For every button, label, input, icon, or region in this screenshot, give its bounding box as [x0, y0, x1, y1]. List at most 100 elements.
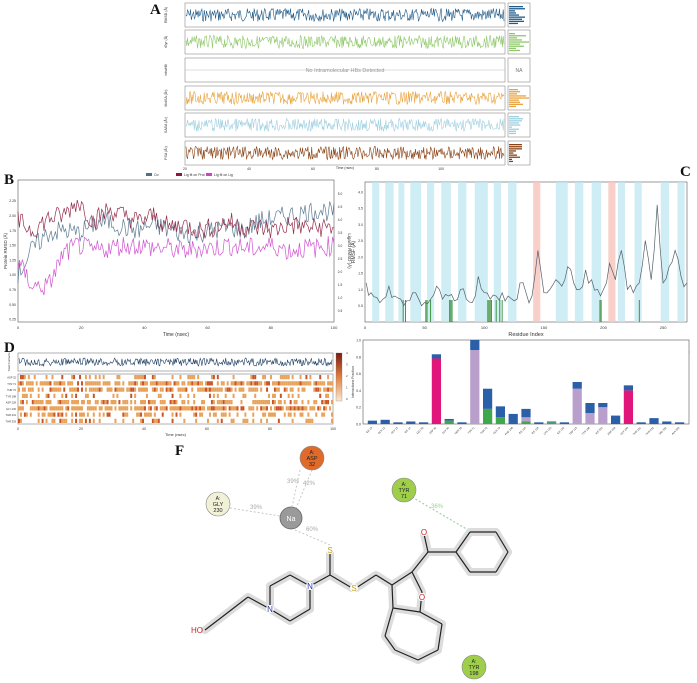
a-histogram-frame	[507, 57, 531, 83]
f-bond	[495, 531, 509, 553]
d-x-tick-label: 60	[205, 427, 209, 431]
d-contact-cell	[323, 406, 326, 411]
d-contact-cell	[210, 381, 213, 386]
d-contact-cell	[238, 381, 241, 386]
d-contact-cell	[61, 418, 64, 423]
d-contact-cell	[313, 400, 316, 405]
e-x-tick-label: ASP 228	[606, 425, 616, 435]
d-contact-cell	[124, 400, 127, 405]
d-colorbar-tick: 2	[346, 374, 348, 378]
d-contact-cell	[122, 418, 125, 423]
d-contact-cell	[212, 393, 215, 398]
e-x-tick-label: GLN 12	[377, 425, 387, 435]
f-na-label: Na	[287, 516, 296, 523]
d-contact-cell	[73, 375, 76, 380]
d-contact-cell	[55, 406, 58, 411]
d-contact-cell	[69, 381, 72, 386]
d-contact-cell	[252, 406, 255, 411]
d-contact-cell	[134, 387, 137, 392]
panel-label-b: B	[4, 172, 15, 188]
d-contact-cell	[319, 375, 322, 380]
d-contact-cell	[122, 412, 125, 417]
d-contact-cell	[283, 375, 286, 380]
d-contact-cell	[37, 400, 40, 405]
a-histogram-bar	[509, 20, 524, 22]
d-contact-cell	[270, 375, 272, 380]
d-contact-cell	[116, 375, 119, 380]
d-contact-cell	[273, 387, 276, 392]
d-contact-cell	[212, 375, 215, 380]
d-contact-cell	[102, 412, 105, 417]
d-contact-cell	[122, 387, 125, 392]
d-contact-cell	[19, 412, 22, 417]
d-contact-cell	[81, 418, 83, 423]
d-contact-cell	[331, 387, 333, 392]
d-contact-cell	[153, 412, 156, 417]
e-y-tick-label: 0.0	[356, 423, 361, 427]
d-contact-cell	[138, 387, 141, 392]
d-contact-cell	[214, 406, 217, 411]
d-contact-cell	[271, 393, 274, 398]
d-contact-cell	[153, 418, 156, 423]
d-contact-cell	[232, 393, 235, 398]
d-contact-cell	[23, 387, 26, 392]
d-contact-cell	[159, 393, 162, 398]
d-contact-cell	[53, 381, 56, 386]
e-x-tick-label: TYR 71	[466, 425, 475, 434]
d-contact-cell	[45, 393, 48, 398]
e-bar-segment	[444, 420, 454, 424]
d-contact-cell	[220, 406, 223, 411]
b-y-right-tick: 0.5	[338, 309, 343, 313]
d-contact-cell	[260, 418, 263, 423]
d-contact-cell	[142, 418, 144, 423]
d-contact-cell	[98, 412, 101, 417]
d-contact-cell	[273, 412, 276, 417]
d-contact-cell	[277, 406, 280, 411]
f-atom-s-top-bg	[326, 546, 334, 554]
d-contact-cell	[321, 381, 324, 386]
d-contact-cell	[236, 406, 239, 411]
d-contact-cell	[31, 387, 34, 392]
d-contact-cell	[161, 406, 164, 411]
a-histogram-bar	[509, 91, 520, 93]
e-x-tick-label: VAL 332	[658, 425, 668, 435]
d-contact-cell	[323, 387, 326, 392]
d-contact-cell	[216, 387, 219, 392]
d-contact-cell	[181, 381, 184, 386]
d-contact-cell	[214, 387, 217, 392]
c-y-tick-label: 1.0	[358, 288, 363, 292]
d-residue-label: ASP 32	[7, 376, 16, 380]
d-contact-cell	[100, 406, 103, 411]
f-residue-circle	[299, 445, 325, 471]
d-contact-cell	[106, 381, 109, 386]
panel-label-f: F	[175, 443, 185, 459]
d-contact-cell	[71, 400, 74, 405]
d-contact-cell	[187, 406, 190, 411]
a-histogram-bar	[509, 116, 519, 118]
a-histogram-bar	[509, 105, 516, 108]
d-contact-cell	[104, 406, 107, 411]
e-bar-segment	[649, 418, 659, 424]
a-histogram-bar	[509, 43, 520, 45]
a-histogram-bar	[509, 97, 529, 99]
d-contact-cell	[228, 387, 231, 392]
d-contact-cell	[307, 418, 310, 423]
d-contact-cell	[63, 381, 66, 386]
d-contact-cell	[268, 393, 270, 398]
b-y-tick-label: 0.75	[9, 288, 16, 292]
c-helix-region	[427, 182, 435, 322]
d-contact-cell	[238, 387, 241, 392]
d-contact-cell	[220, 381, 223, 386]
f-salt-bridge-line	[295, 469, 313, 509]
e-x-tick-label: PHE 108	[504, 425, 515, 436]
d-contact-cell	[301, 387, 304, 392]
d-contact-cell	[234, 387, 237, 392]
d-contact-cell	[240, 406, 243, 411]
d-contact-cell	[90, 381, 93, 386]
d-contact-cell	[130, 381, 133, 386]
d-contact-cell	[67, 381, 70, 386]
f-metal-line	[229, 507, 281, 517]
d-contact-cell	[285, 387, 288, 392]
d-contact-cell	[273, 400, 276, 405]
c-y-tick-label: 2.5	[358, 239, 363, 243]
